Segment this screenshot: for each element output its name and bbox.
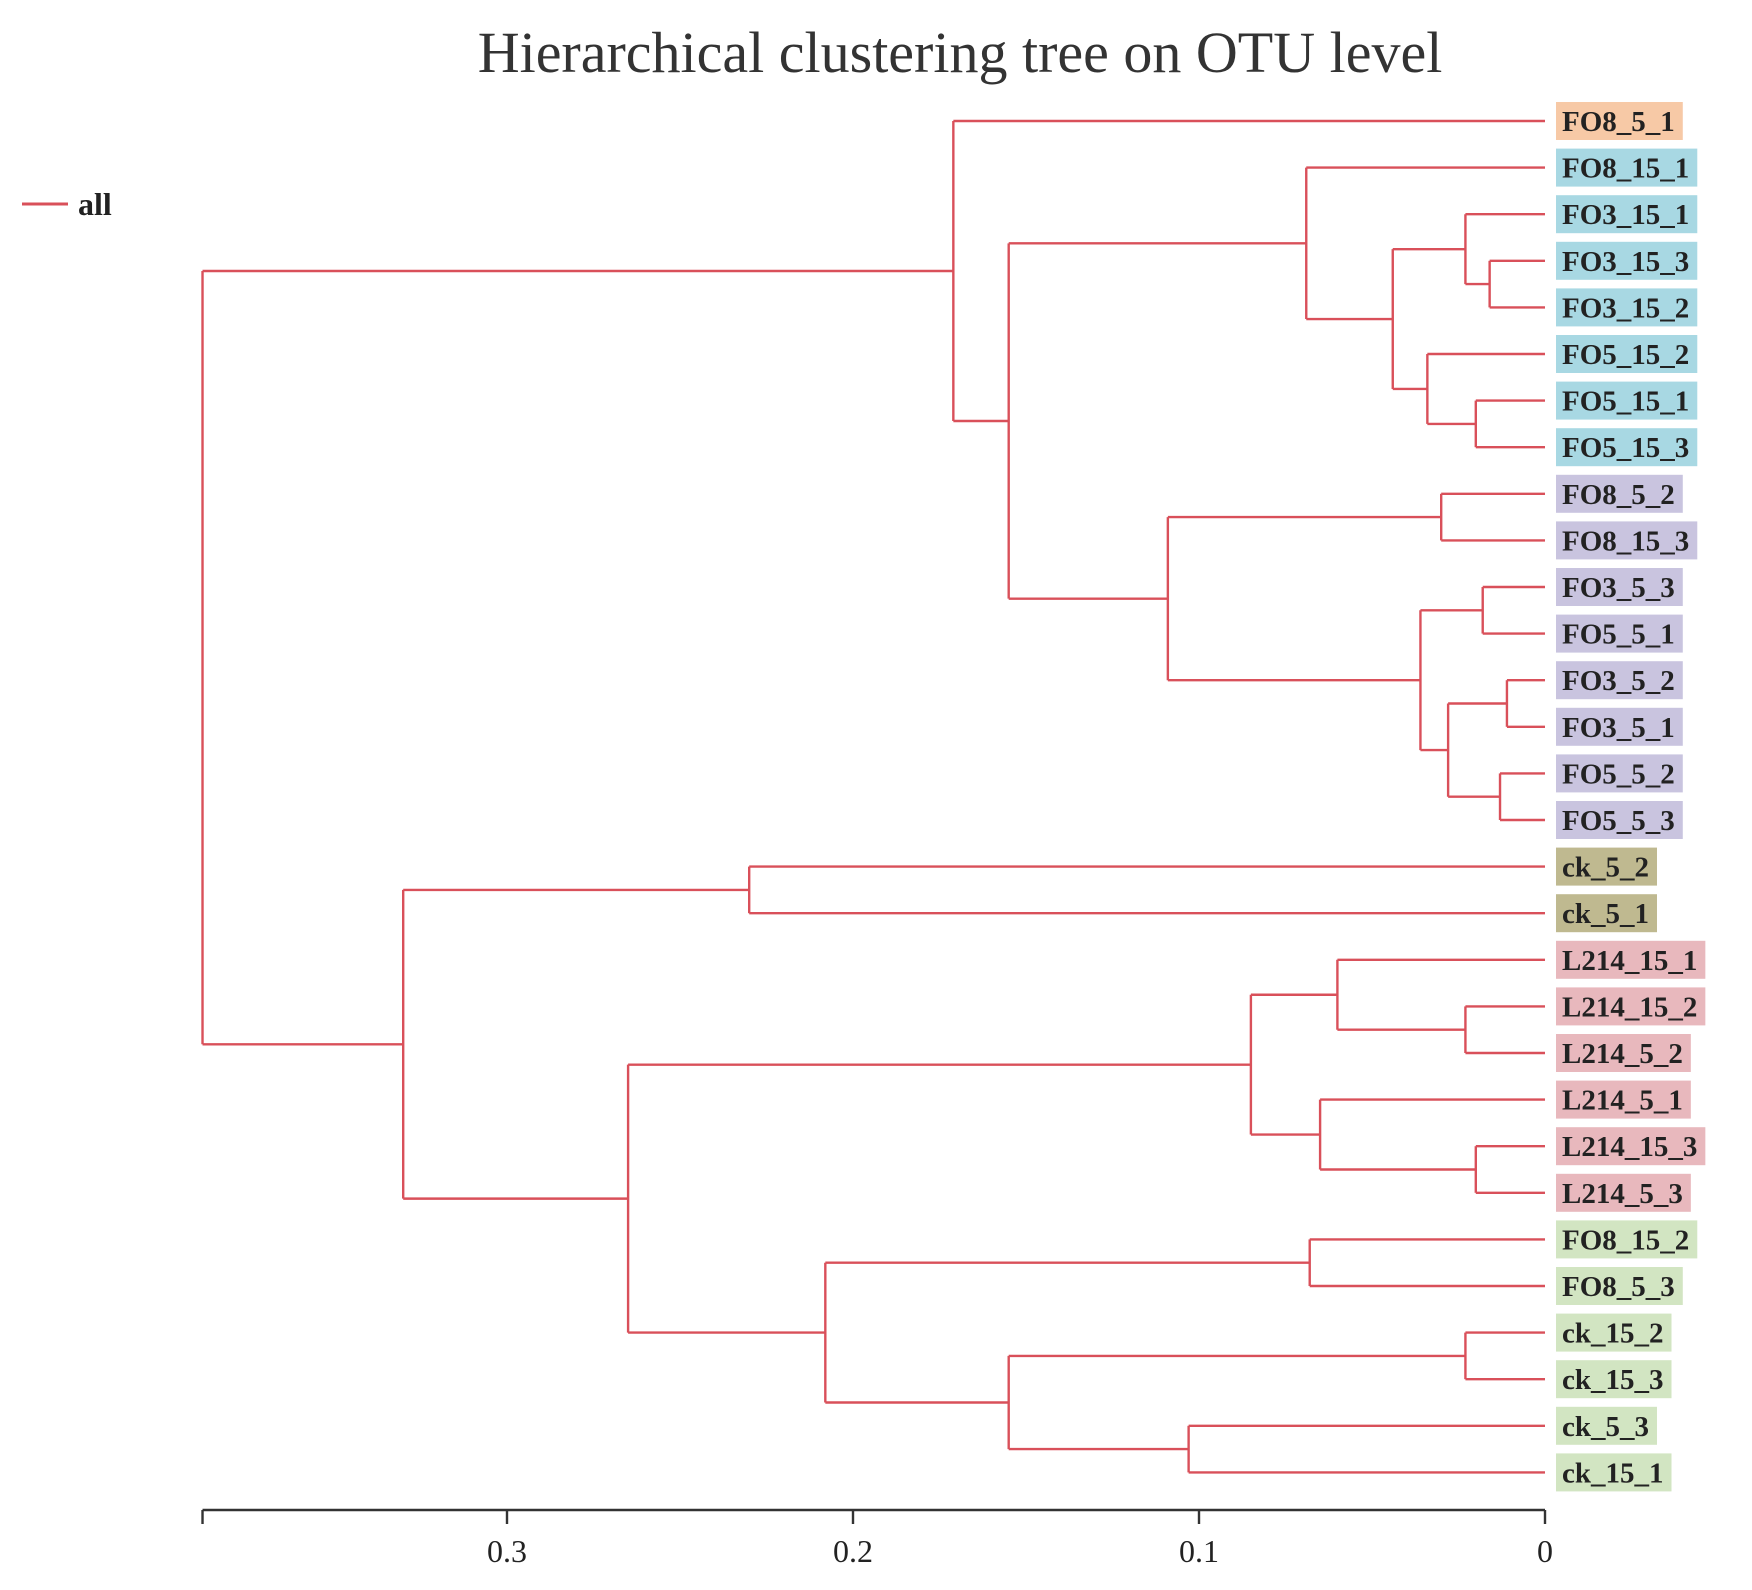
x-axis: 0.3 0.2 0.1 0	[201, 1508, 1553, 1569]
leaf-label-L214_15_2: L214_15_2	[1562, 991, 1697, 1023]
leaf-highlight-FO8_15_2	[1556, 1220, 1698, 1259]
leaf-label-FO5_15_1: FO5_15_1	[1562, 386, 1689, 418]
leaf-label-L214_15_3: L214_15_3	[1562, 1131, 1697, 1163]
leaf-label-FO3_5_3: FO3_5_3	[1562, 572, 1675, 604]
leaf-highlight-ck_15_1	[1556, 1453, 1672, 1492]
leaf-highlight-ck_5_2	[1556, 847, 1657, 886]
leaf-label-FO8_5_1: FO8_5_1	[1562, 106, 1675, 138]
leaf-label-L214_15_1: L214_15_1	[1562, 945, 1697, 977]
leaf-highlight-FO3_15_2	[1556, 288, 1698, 327]
leaf-label-L214_5_3: L214_5_3	[1562, 1178, 1683, 1210]
leaf-highlight-FO8_15_1	[1556, 148, 1698, 187]
leaf-highlight-L214_15_1	[1556, 940, 1706, 979]
leaf-label-L214_5_1: L214_5_1	[1562, 1085, 1683, 1117]
leaf-label-FO5_15_2: FO5_15_2	[1562, 339, 1689, 371]
leaf-label-ck_15_1: ck_15_1	[1562, 1457, 1664, 1489]
legend-label: all	[78, 186, 112, 222]
leaf-label-FO5_5_3: FO5_5_3	[1562, 805, 1675, 837]
leaf-highlight-FO5_15_3	[1556, 428, 1698, 467]
leaf-label-FO5_5_2: FO5_5_2	[1562, 758, 1675, 790]
leaf-highlight-FO8_15_3	[1556, 521, 1698, 560]
x-tick-label-0.2: 0.2	[833, 1533, 873, 1569]
leaf-highlight-ck_5_3	[1556, 1406, 1657, 1445]
chart-title: Hierarchical clustering tree on OTU leve…	[478, 20, 1443, 85]
x-tick-label-0: 0	[1537, 1533, 1553, 1569]
leaf-labels: FO8_5_1 FO8_15_1 FO3_15_1 FO3_15_3 FO3_15_2 F…	[1556, 102, 1706, 1492]
leaf-highlight-L214_15_3	[1556, 1127, 1706, 1166]
leaf-highlight-L214_15_2	[1556, 987, 1706, 1026]
leaf-highlight-ck_15_2	[1556, 1313, 1672, 1352]
x-tick-label-0.3: 0.3	[487, 1533, 527, 1569]
leaf-highlight-FO5_15_2	[1556, 335, 1698, 373]
leaf-label-FO8_5_2: FO8_5_2	[1562, 479, 1675, 511]
leaf-highlight-FO5_15_1	[1556, 381, 1698, 420]
leaf-label-FO8_15_2: FO8_15_2	[1562, 1224, 1689, 1256]
leaf-highlight-L214_5_1	[1556, 1080, 1691, 1119]
leaf-highlight-L214_5_2	[1556, 1034, 1691, 1072]
leaf-highlight-FO3_15_1	[1556, 195, 1698, 234]
leaf-highlight-FO3_5_1	[1556, 707, 1683, 746]
leaf-highlight-L214_5_3	[1556, 1173, 1691, 1212]
leaf-highlight-FO8_5_1	[1556, 102, 1683, 140]
leaf-label-FO5_5_1: FO5_5_1	[1562, 619, 1675, 651]
leaf-highlight-FO5_5_2	[1556, 754, 1683, 793]
leaf-label-FO3_15_3: FO3_15_3	[1562, 246, 1689, 278]
leaf-highlight-FO8_5_3	[1556, 1267, 1683, 1305]
legend: all	[22, 186, 112, 222]
leaf-label-L214_5_2: L214_5_2	[1562, 1038, 1683, 1070]
x-tick-label-0.1: 0.1	[1179, 1533, 1219, 1569]
leaf-highlight-FO3_5_2	[1556, 661, 1683, 700]
leaf-label-FO3_5_2: FO3_5_2	[1562, 665, 1675, 697]
leaf-label-ck_5_2: ck_5_2	[1562, 852, 1649, 884]
leaf-highlight-FO5_5_3	[1556, 801, 1683, 839]
leaf-label-FO3_15_2: FO3_15_2	[1562, 292, 1689, 324]
tree-links	[201, 119, 1545, 1474]
leaf-highlight-FO5_5_1	[1556, 614, 1683, 653]
leaf-label-FO8_15_3: FO8_15_3	[1562, 525, 1689, 557]
leaf-label-FO3_15_1: FO3_15_1	[1562, 199, 1689, 231]
leaf-label-FO5_15_3: FO5_15_3	[1562, 432, 1689, 464]
leaf-highlight-FO3_5_3	[1556, 568, 1683, 606]
leaf-label-ck_5_1: ck_5_1	[1562, 898, 1649, 930]
leaf-highlight-ck_15_3	[1556, 1360, 1672, 1399]
leaf-label-FO8_15_1: FO8_15_1	[1562, 153, 1689, 185]
leaf-label-ck_15_3: ck_15_3	[1562, 1364, 1664, 1396]
leaf-highlight-ck_5_1	[1556, 894, 1657, 933]
leaf-label-FO8_5_3: FO8_5_3	[1562, 1271, 1675, 1303]
leaf-highlight-FO8_5_2	[1556, 474, 1683, 513]
leaf-highlight-FO3_15_3	[1556, 241, 1698, 280]
leaf-label-FO3_5_1: FO3_5_1	[1562, 712, 1675, 744]
leaf-label-ck_15_2: ck_15_2	[1562, 1318, 1664, 1350]
leaf-label-ck_5_3: ck_5_3	[1562, 1411, 1649, 1443]
